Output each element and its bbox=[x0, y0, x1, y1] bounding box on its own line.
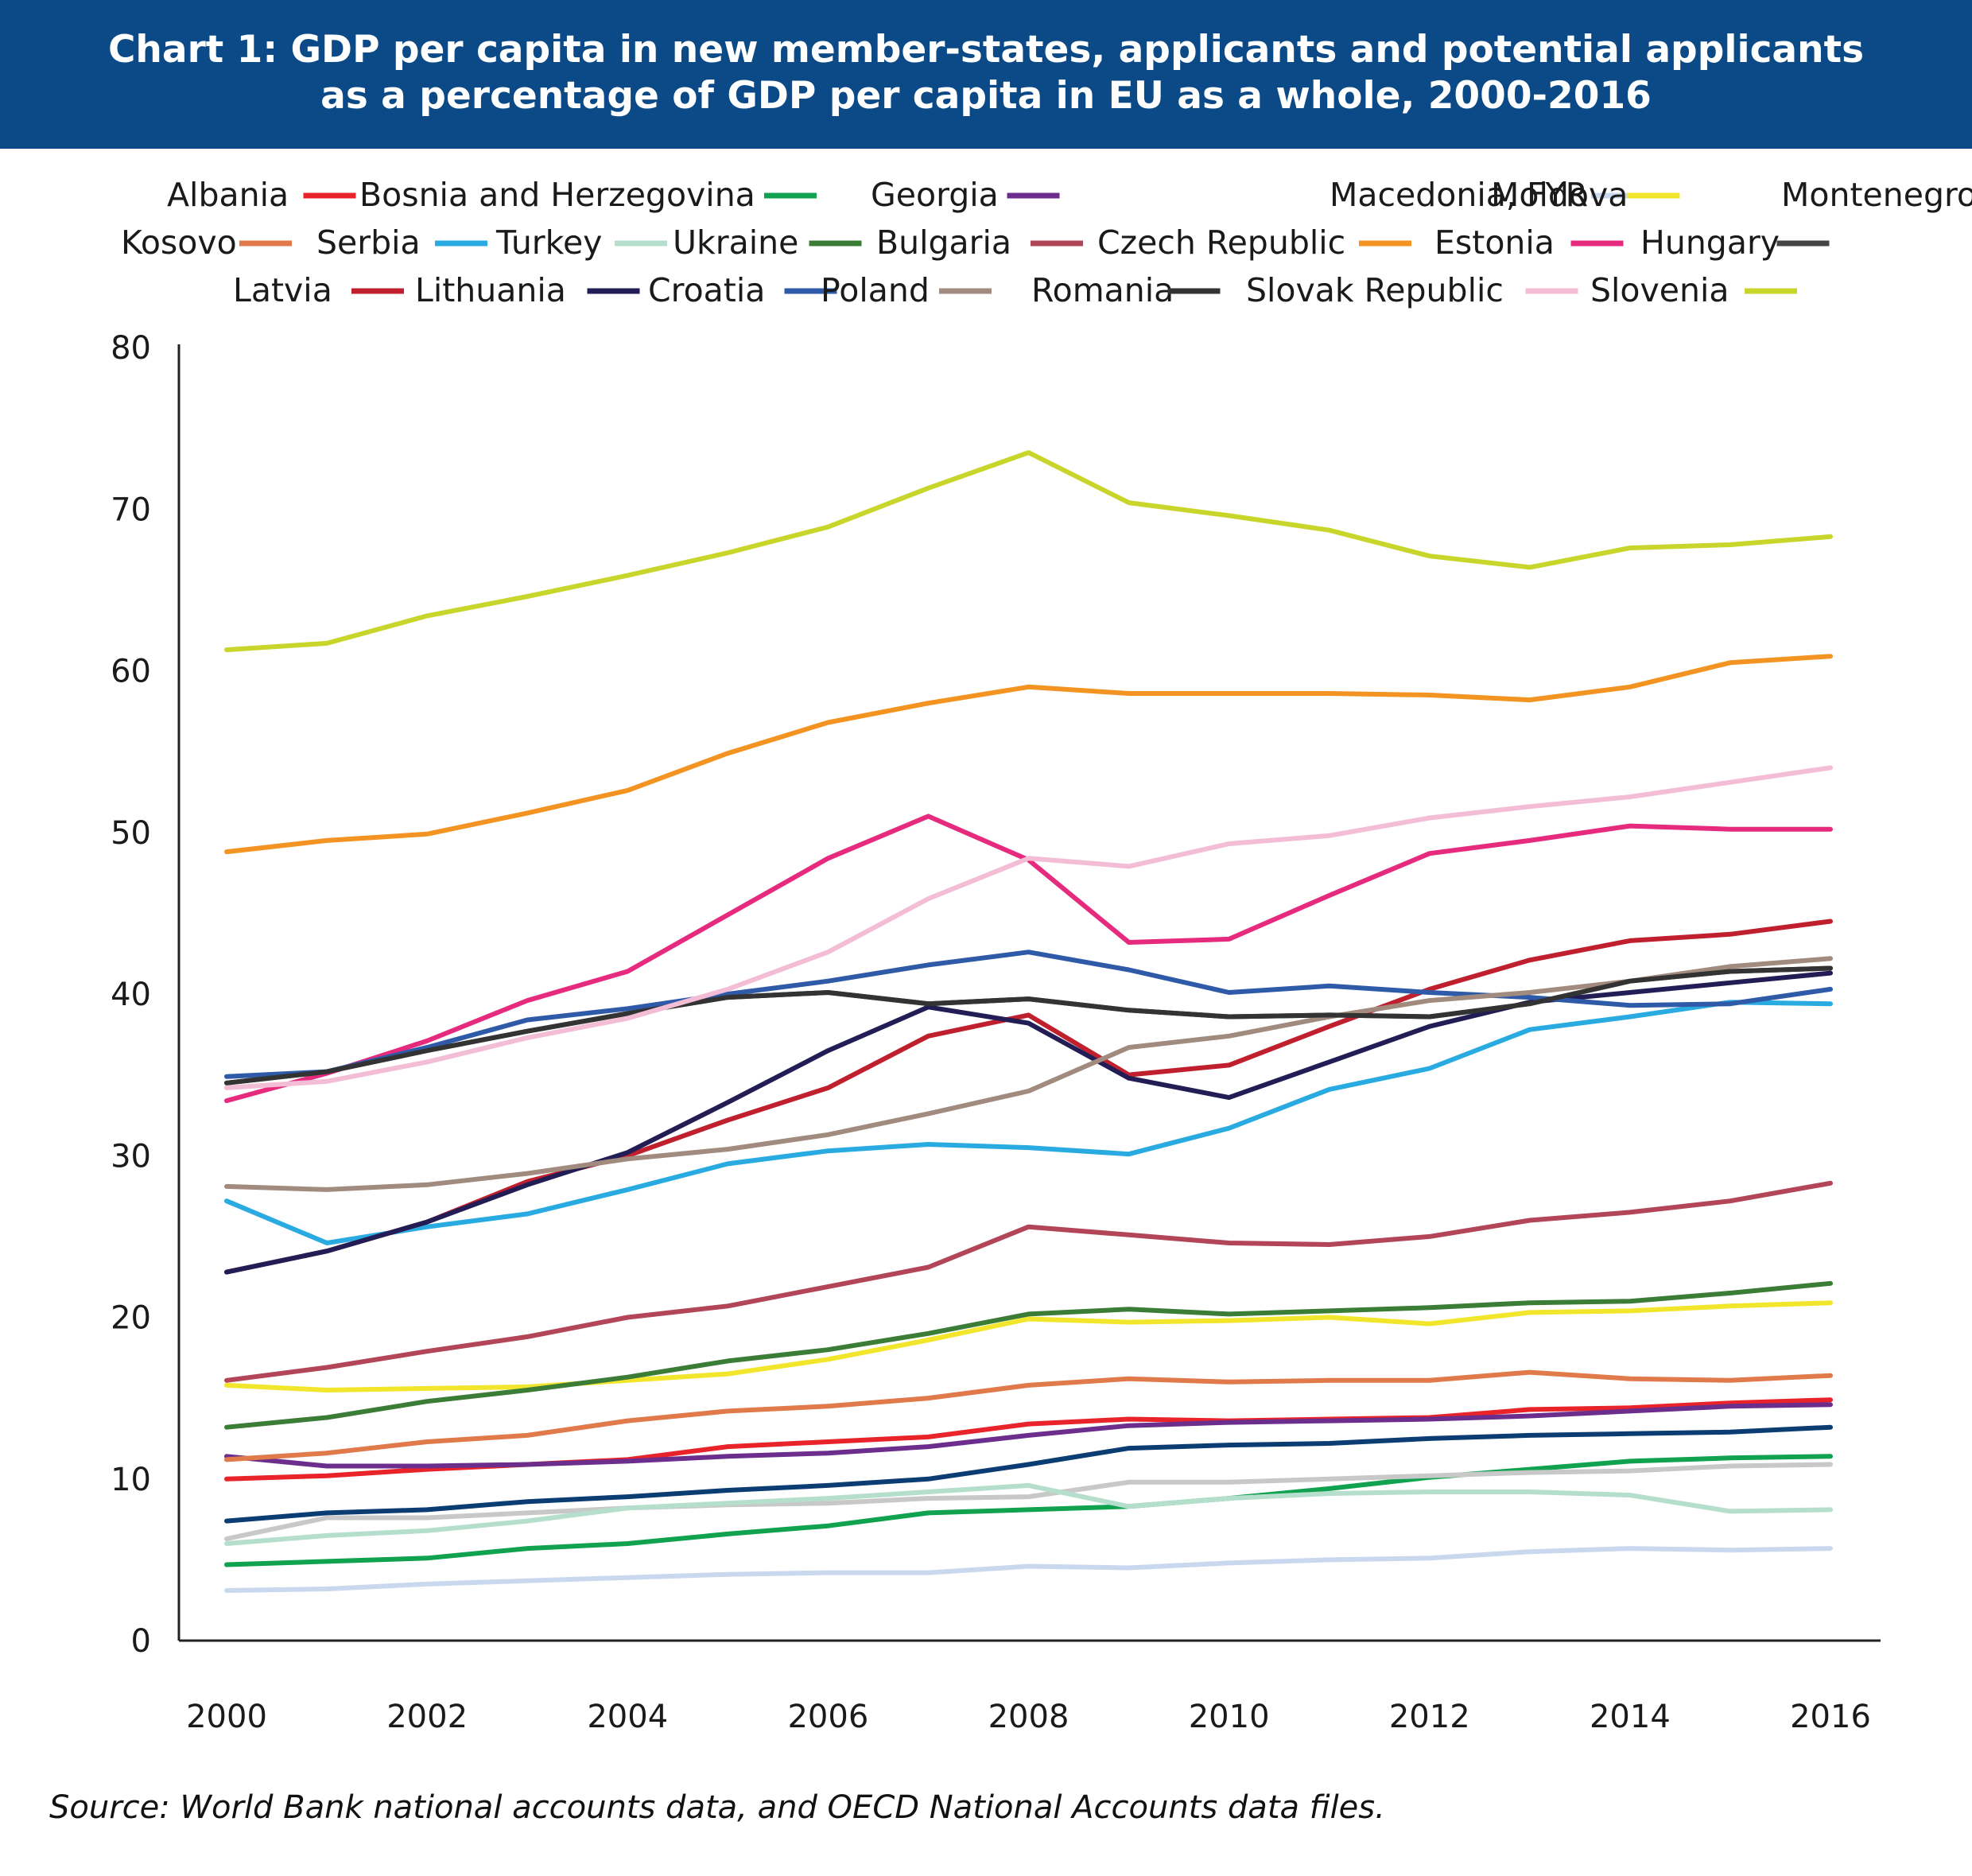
legend-label-hungary: Hungary bbox=[1640, 223, 1780, 262]
legend-label-romania: Romania bbox=[1031, 271, 1174, 309]
x-tick-label-2002: 2002 bbox=[386, 1699, 468, 1735]
y-tick-label-40: 40 bbox=[111, 977, 151, 1013]
legend-label-lithuania: Lithuania bbox=[415, 271, 566, 309]
x-tick-label-2006: 2006 bbox=[787, 1699, 868, 1735]
series-line-montenegro bbox=[224, 1300, 1833, 1392]
legend-label-czech-republic: Czech Republic bbox=[1097, 223, 1345, 262]
legend-label-slovenia: Slovenia bbox=[1590, 271, 1729, 309]
series-line-serbia bbox=[224, 1369, 1833, 1462]
series-line-moldova bbox=[224, 1546, 1833, 1593]
series-line-bulgaria bbox=[224, 1280, 1833, 1430]
legend-label-serbia: Serbia bbox=[316, 223, 421, 262]
x-tick-label-2000: 2000 bbox=[186, 1699, 267, 1735]
x-tick-label-2016: 2016 bbox=[1790, 1699, 1871, 1735]
y-tick-label-80: 80 bbox=[111, 330, 151, 367]
legend-label-turkey: Turkey bbox=[495, 223, 602, 262]
chart-title-banner: Chart 1: GDP per capita in new member-st… bbox=[0, 0, 1972, 149]
legend-label-latvia: Latvia bbox=[233, 271, 332, 309]
series-line-kosovo bbox=[224, 1462, 1833, 1541]
chart-series-lines bbox=[224, 450, 1833, 1593]
y-tick-label-20: 20 bbox=[111, 1300, 151, 1337]
series-line-czech-republic bbox=[224, 1180, 1833, 1383]
series-line-ukraine bbox=[224, 1482, 1833, 1546]
line-chart: Albania Bosnia and Herzegovina Georgia Mace… bbox=[111, 176, 1972, 1735]
x-tick-label-2014: 2014 bbox=[1590, 1699, 1671, 1735]
legend-label-slovak-republic: Slovak Republic bbox=[1246, 271, 1504, 309]
x-tick-label-2004: 2004 bbox=[587, 1699, 668, 1735]
chart-title-line-1: Chart 1: GDP per capita in new member-st… bbox=[107, 28, 1865, 72]
source-note: Source: World Bank national accounts dat… bbox=[49, 1789, 1385, 1826]
legend-label-albania: Albania bbox=[167, 176, 289, 214]
y-tick-label-70: 70 bbox=[111, 491, 151, 528]
chart-legend: Albania Bosnia and Herzegovina Georgia Mace… bbox=[121, 176, 1972, 309]
y-tick-label-0: 0 bbox=[131, 1623, 151, 1660]
series-line-slovak-republic bbox=[224, 965, 1833, 1086]
legend-label-kosovo: Kosovo bbox=[121, 223, 237, 262]
series-line-estonia bbox=[224, 654, 1833, 855]
legend-label-georgia: Georgia bbox=[871, 176, 999, 214]
legend-label-bosnia-and-herzegovina: Bosnia and Herzegovina bbox=[359, 176, 755, 214]
y-tick-label-60: 60 bbox=[111, 654, 151, 690]
chart-axes: 0 10 20 30 40 50 60 70 80 2000 2002 2004 2006 2008 201… bbox=[111, 330, 1881, 1735]
series-line-georgia bbox=[224, 1454, 1833, 1567]
legend-label-estonia: Estonia bbox=[1434, 223, 1555, 262]
series-line-romania bbox=[224, 956, 1833, 1192]
series-line-macedonia-fyr bbox=[224, 1402, 1833, 1469]
series-line-unlabeled-21 bbox=[224, 450, 1833, 653]
y-tick-label-50: 50 bbox=[111, 815, 151, 852]
series-line-poland bbox=[224, 950, 1833, 1079]
series-line-slovenia bbox=[224, 765, 1833, 1090]
legend-label-bulgaria: Bulgaria bbox=[876, 223, 1011, 262]
legend-label-ukraine: Ukraine bbox=[673, 223, 798, 262]
y-tick-label-30: 30 bbox=[111, 1138, 151, 1175]
series-line-albania bbox=[224, 1424, 1833, 1524]
legend-label-moldova: Moldova bbox=[1491, 176, 1628, 214]
x-tick-label-2008: 2008 bbox=[988, 1699, 1069, 1735]
legend-label-macedonia-fyr: Macedonia, FYR bbox=[1330, 176, 1588, 214]
legend-label-poland: Poland bbox=[821, 271, 930, 309]
series-line-turkey bbox=[224, 1000, 1833, 1245]
y-tick-label-10: 10 bbox=[111, 1462, 151, 1498]
legend-label-montenegro: Montenegro bbox=[1781, 176, 1972, 214]
x-tick-label-2010: 2010 bbox=[1189, 1699, 1270, 1735]
x-tick-label-2012: 2012 bbox=[1389, 1699, 1470, 1735]
chart-title-line-2: as a percentage of GDP per capita in EU … bbox=[320, 74, 1652, 118]
legend-label-croatia: Croatia bbox=[648, 271, 765, 309]
